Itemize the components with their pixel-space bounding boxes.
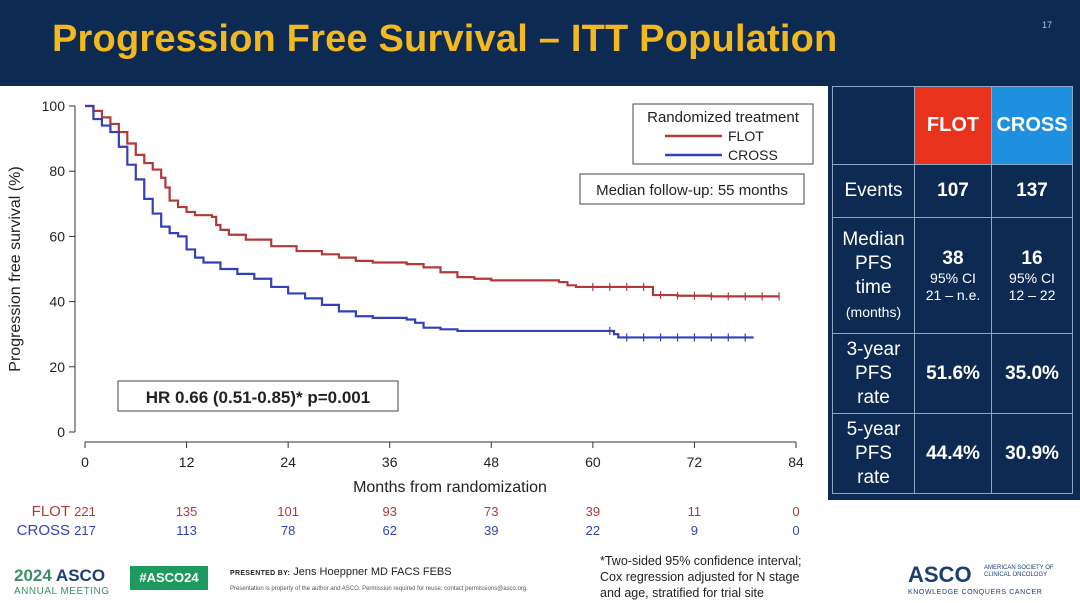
header-flot: FLOT (914, 86, 992, 165)
header-cross: CROSS (991, 86, 1073, 165)
y-tick-label: 20 (49, 359, 65, 375)
at-risk-value: 221 (74, 504, 96, 519)
x-tick-label: 60 (585, 454, 601, 470)
x-tick-label: 36 (382, 454, 398, 470)
row-label-median-pfs: Median PFS time (months) (832, 216, 915, 335)
legend-title: Randomized treatment (647, 109, 800, 126)
at-risk-value: 73 (484, 504, 499, 519)
events-flot: 107 (914, 163, 992, 218)
row-label-5yr-pfs: 5-year PFS rate (832, 413, 915, 494)
presenter: PRESENTED BY: Jens Hoeppner MD FACS FEBS (230, 566, 452, 578)
disclaimer: Presentation is property of the author a… (230, 586, 528, 592)
y-axis-label: Progression free survival (%) (7, 166, 24, 371)
table-corner-cell (832, 86, 915, 165)
at-risk-value: 9 (690, 523, 699, 538)
3yr-pfs-cross: 35.0% (991, 333, 1073, 415)
median-pfs-cross: 16 95% CI 12 – 22 (991, 216, 1073, 335)
series-line-cross (85, 104, 754, 339)
y-tick-label: 80 (49, 163, 65, 179)
asco-meeting-logo: 2024 ASCO ANNUAL MEETING (14, 566, 110, 597)
summary-table: FLOT CROSS Events 107 137 Median PFS tim… (832, 86, 1073, 494)
5yr-pfs-cross: 30.9% (991, 413, 1073, 494)
x-tick-label: 0 (81, 454, 89, 470)
followup-text: Median follow-up: 55 months (596, 182, 788, 199)
km-chart-panel: 0 20 40 60 80 100 0 12 24 36 48 60 72 84 Months from r… (0, 86, 828, 500)
summary-table-panel: FLOT CROSS Events 107 137 Median PFS tim… (832, 86, 1073, 494)
followup-box (579, 173, 805, 205)
y-tick-label: 40 (49, 294, 65, 310)
slide-title: Progression Free Survival – ITT Populati… (52, 18, 838, 60)
events-cross: 137 (991, 163, 1073, 218)
series-line-flot (85, 104, 780, 298)
y-tick-label: 100 (42, 98, 66, 114)
at-risk-value: 78 (280, 523, 296, 538)
x-tick-label: 12 (179, 454, 195, 470)
at-risk-value: 39 (484, 523, 499, 538)
at-risk-value: 39 (585, 504, 601, 519)
asco-logo: ASCO AMERICAN SOCIETY OF CLINICAL ONCOLO… (908, 562, 1054, 596)
hr-text: HR 0.66 (0.51-0.85)* p=0.001 (146, 388, 370, 407)
x-tick-label: 72 (687, 454, 703, 470)
at-risk-label-flot: FLOT (31, 503, 70, 520)
legend-box (632, 103, 814, 165)
x-tick-label: 48 (483, 454, 499, 470)
x-tick-label: 84 (788, 454, 804, 470)
at-risk-value: 62 (382, 523, 397, 538)
at-risk-value: 11 (687, 504, 702, 519)
at-risk-value: 0 (792, 523, 800, 538)
hashtag-badge: #ASCO24 (130, 566, 208, 590)
hr-box (117, 380, 399, 412)
slide-number: 17 (1041, 20, 1052, 30)
y-tick-label: 60 (49, 228, 65, 244)
at-risk-value: 93 (382, 504, 397, 519)
x-tick-label: 24 (280, 454, 296, 470)
legend-label-flot: FLOT (728, 128, 764, 144)
row-label-3yr-pfs: 3-year PFS rate (832, 333, 915, 415)
footnote: *Two-sided 95% confidence interval; Cox … (600, 554, 802, 600)
row-label-events: Events (832, 163, 915, 218)
at-risk-value: 101 (277, 504, 299, 519)
km-chart: 0 20 40 60 80 100 0 12 24 36 48 60 72 84 Months from r… (7, 98, 814, 496)
x-axis-label: Months from randomization (353, 479, 547, 496)
5yr-pfs-flot: 44.4% (914, 413, 992, 494)
median-pfs-flot: 38 95% CI 21 – n.e. (914, 216, 992, 335)
at-risk-value: 0 (792, 504, 800, 519)
at-risk-label-cross: CROSS (16, 522, 70, 539)
3yr-pfs-flot: 51.6% (914, 333, 992, 415)
at-risk-value: 135 (175, 504, 198, 519)
at-risk-value: 113 (176, 523, 197, 538)
y-tick-label: 0 (57, 424, 65, 440)
legend-label-cross: CROSS (728, 147, 778, 163)
at-risk-value: 217 (74, 523, 96, 538)
at-risk-value: 22 (585, 523, 601, 538)
